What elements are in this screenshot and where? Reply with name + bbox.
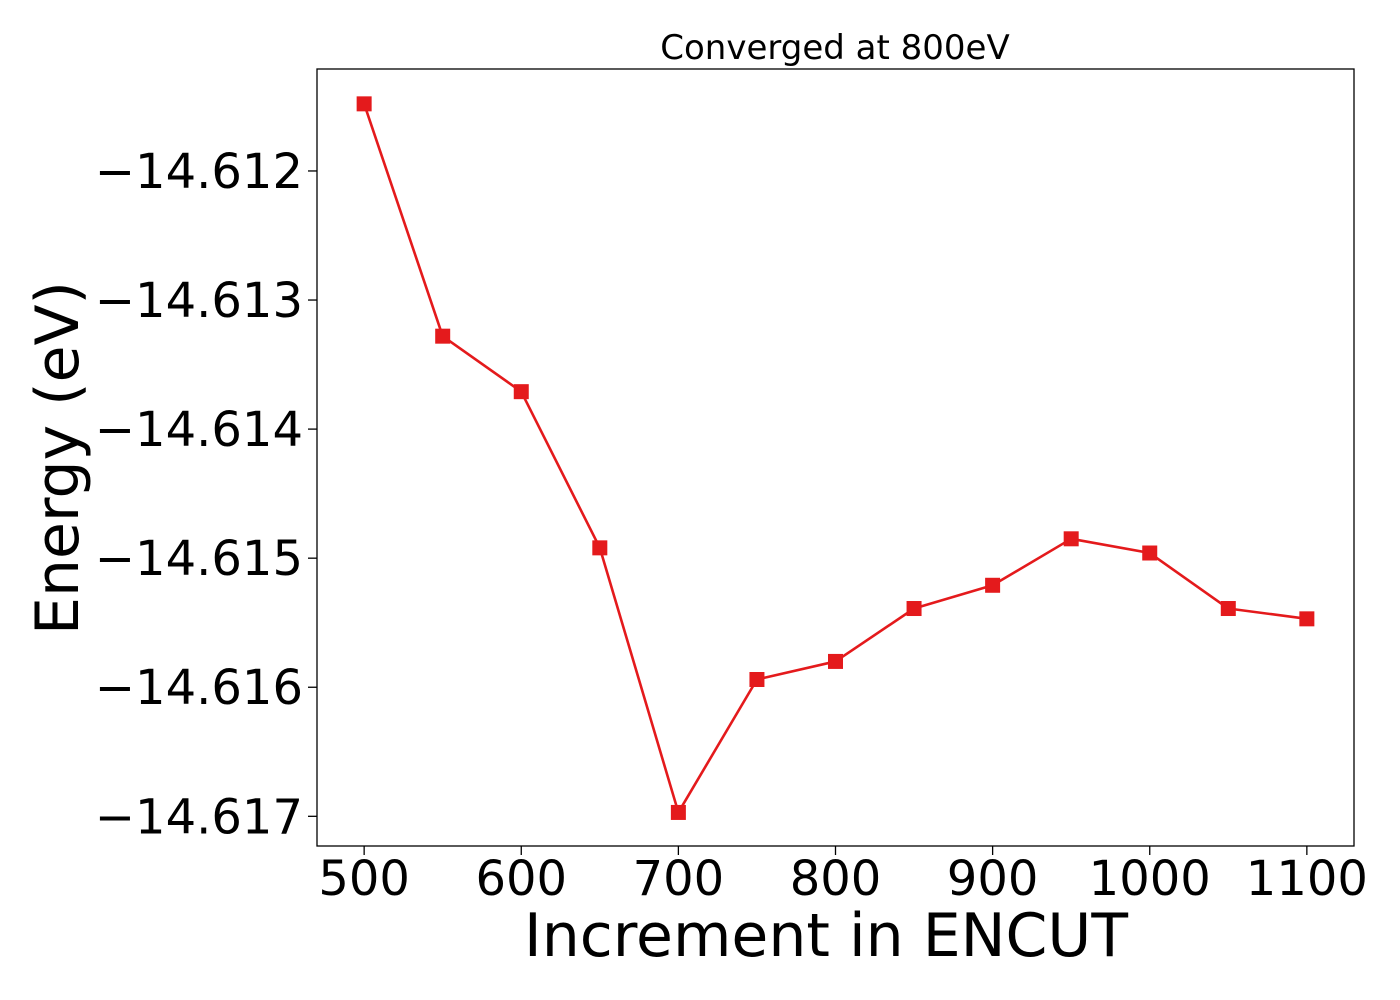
y-tick-label: −14.612 [95, 144, 303, 200]
data-point [356, 96, 372, 112]
y-tick-label: −14.613 [95, 273, 303, 329]
x-axis-title: Increment in ENCUT [524, 901, 1128, 971]
chart-title: Converged at 800eV [660, 28, 1009, 68]
data-point [749, 672, 765, 687]
x-tick-label: 600 [475, 851, 567, 907]
x-tick-label: 900 [947, 851, 1039, 907]
x-axis: 500 600 700 800 900 1000 1100 [318, 846, 1368, 907]
y-axis-title: Energy (eV) [23, 281, 93, 635]
data-point [906, 601, 922, 617]
x-tick-label: 500 [318, 851, 410, 907]
y-axis: −14.612 −14.613 −14.614 −14.615 −14.616 −14.6… [95, 144, 317, 845]
series-line [362, 103, 1308, 814]
y-tick-label: −14.614 [95, 402, 303, 458]
y-tick-label: −14.617 [95, 789, 303, 845]
plot-area [316, 68, 1355, 847]
data-point [1063, 531, 1079, 547]
x-tick-label: 1000 [1089, 851, 1211, 907]
y-tick-label: −14.615 [95, 531, 303, 587]
x-tick-label: 800 [790, 851, 882, 907]
data-point [1142, 545, 1158, 561]
y-tick-label: −14.616 [95, 660, 303, 716]
data-point [828, 653, 843, 669]
x-tick-label: 700 [633, 851, 725, 907]
data-point [513, 384, 529, 400]
data-point [435, 328, 451, 344]
data-point [985, 577, 1001, 593]
data-point [1220, 601, 1236, 617]
data-point [670, 804, 686, 820]
data-point [1299, 611, 1315, 627]
x-tick-label: 1100 [1246, 851, 1368, 907]
series-energy [356, 96, 1315, 820]
data-point [592, 540, 608, 556]
